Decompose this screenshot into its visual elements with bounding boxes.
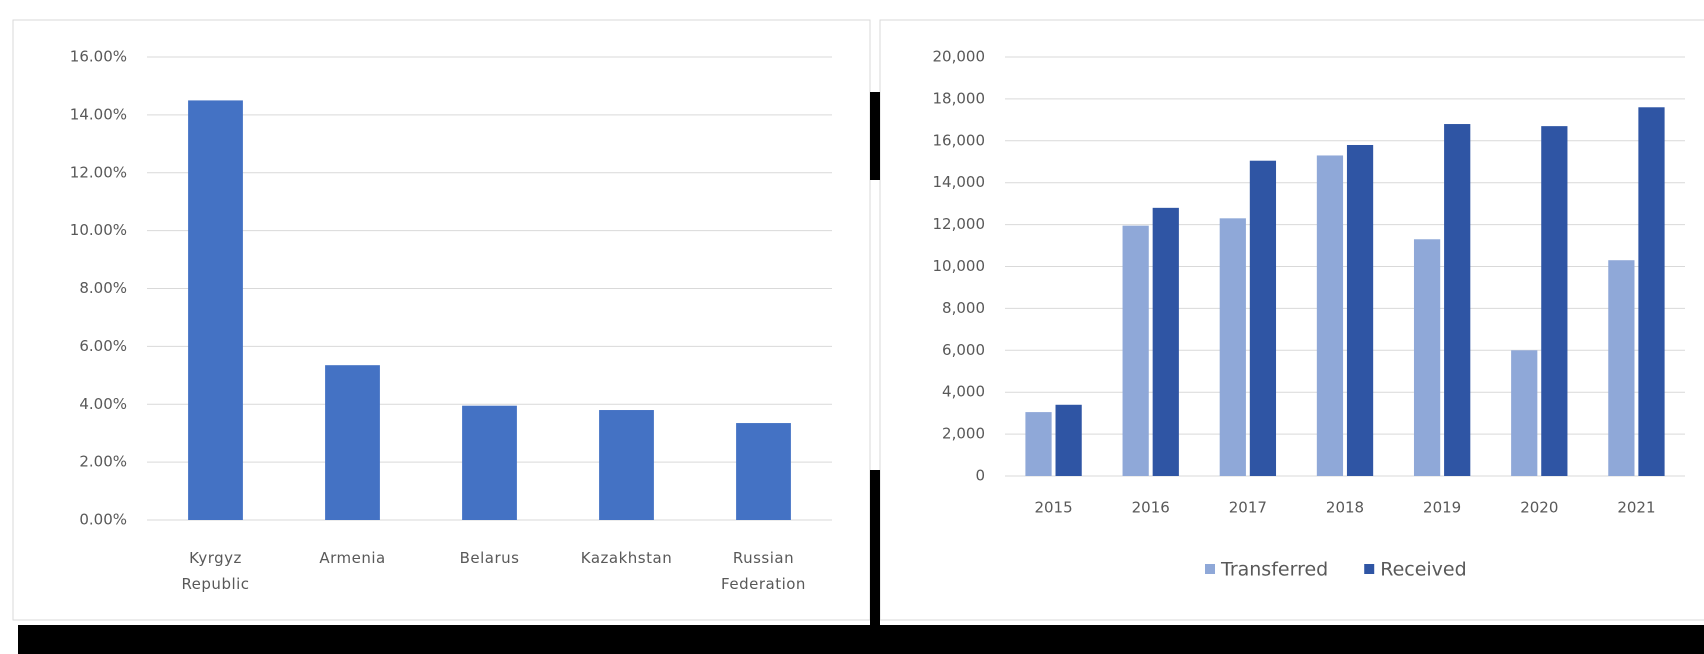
bar: [1346, 144, 1374, 477]
separator: [870, 470, 880, 630]
y-tick-label: 6.00%: [79, 337, 127, 355]
bar: [1025, 412, 1052, 476]
bar: [1219, 218, 1246, 476]
y-tick-label: 2,000: [942, 425, 985, 443]
bar: [1511, 350, 1538, 476]
bar: [1316, 155, 1344, 476]
bar: [599, 410, 654, 520]
y-tick-label: 20,000: [933, 48, 986, 66]
bar: [1638, 107, 1665, 476]
bar: [1152, 207, 1179, 476]
y-tick-label: 8,000: [942, 299, 985, 317]
right-panel: [879, 19, 1704, 621]
bar: [325, 365, 380, 520]
x-tick-label: Russian Federation: [721, 549, 806, 593]
bar: [188, 100, 243, 520]
x-tick-label: Belarus: [459, 549, 520, 567]
x-tick-label: 2021: [1617, 499, 1655, 517]
y-tick-label: 18,000: [933, 89, 986, 107]
legend-swatch: [1364, 564, 1375, 574]
x-tick-label: Kyrgyz Republic: [181, 549, 250, 593]
y-tick-label: 16.00%: [70, 48, 127, 66]
bar: [1541, 126, 1568, 476]
bar: [1249, 160, 1277, 476]
x-tick-label: 2017: [1229, 499, 1267, 517]
bottom-band: [18, 625, 1704, 654]
x-tick-label: 2015: [1034, 499, 1072, 517]
bar: [736, 423, 791, 520]
x-tick-label: 2016: [1132, 499, 1170, 517]
bar: [1608, 260, 1635, 476]
x-tick-label: 2020: [1520, 499, 1558, 517]
y-tick-label: 12,000: [933, 215, 986, 233]
y-tick-label: 12.00%: [70, 163, 127, 181]
x-tick-label: Armenia: [319, 549, 386, 567]
legend-label: Received: [1380, 559, 1466, 581]
y-tick-label: 10.00%: [70, 221, 127, 239]
y-tick-label: 0: [975, 467, 985, 485]
legend-label: Transferred: [1220, 559, 1328, 581]
legend-swatch: [1205, 564, 1215, 574]
bar: [462, 405, 517, 520]
y-tick-label: 6,000: [942, 341, 985, 359]
y-tick-label: 4,000: [942, 383, 985, 401]
y-tick-label: 14.00%: [70, 105, 127, 123]
y-tick-label: 8.00%: [79, 279, 127, 297]
y-tick-label: 2.00%: [79, 453, 127, 471]
y-tick-label: 10,000: [933, 257, 986, 275]
x-tick-label: Kazakhstan: [580, 549, 673, 567]
bar: [1055, 404, 1082, 476]
bar: [1444, 124, 1471, 476]
bar: [1413, 239, 1441, 476]
y-tick-label: 0.00%: [79, 511, 127, 529]
y-tick-label: 4.00%: [79, 395, 127, 413]
x-tick-label: 2018: [1326, 499, 1364, 517]
left-panel: [12, 19, 871, 621]
separator: [870, 92, 880, 180]
bar: [1122, 225, 1149, 476]
y-tick-label: 14,000: [933, 173, 986, 191]
y-tick-label: 16,000: [933, 131, 986, 149]
x-tick-label: 2019: [1423, 499, 1461, 517]
